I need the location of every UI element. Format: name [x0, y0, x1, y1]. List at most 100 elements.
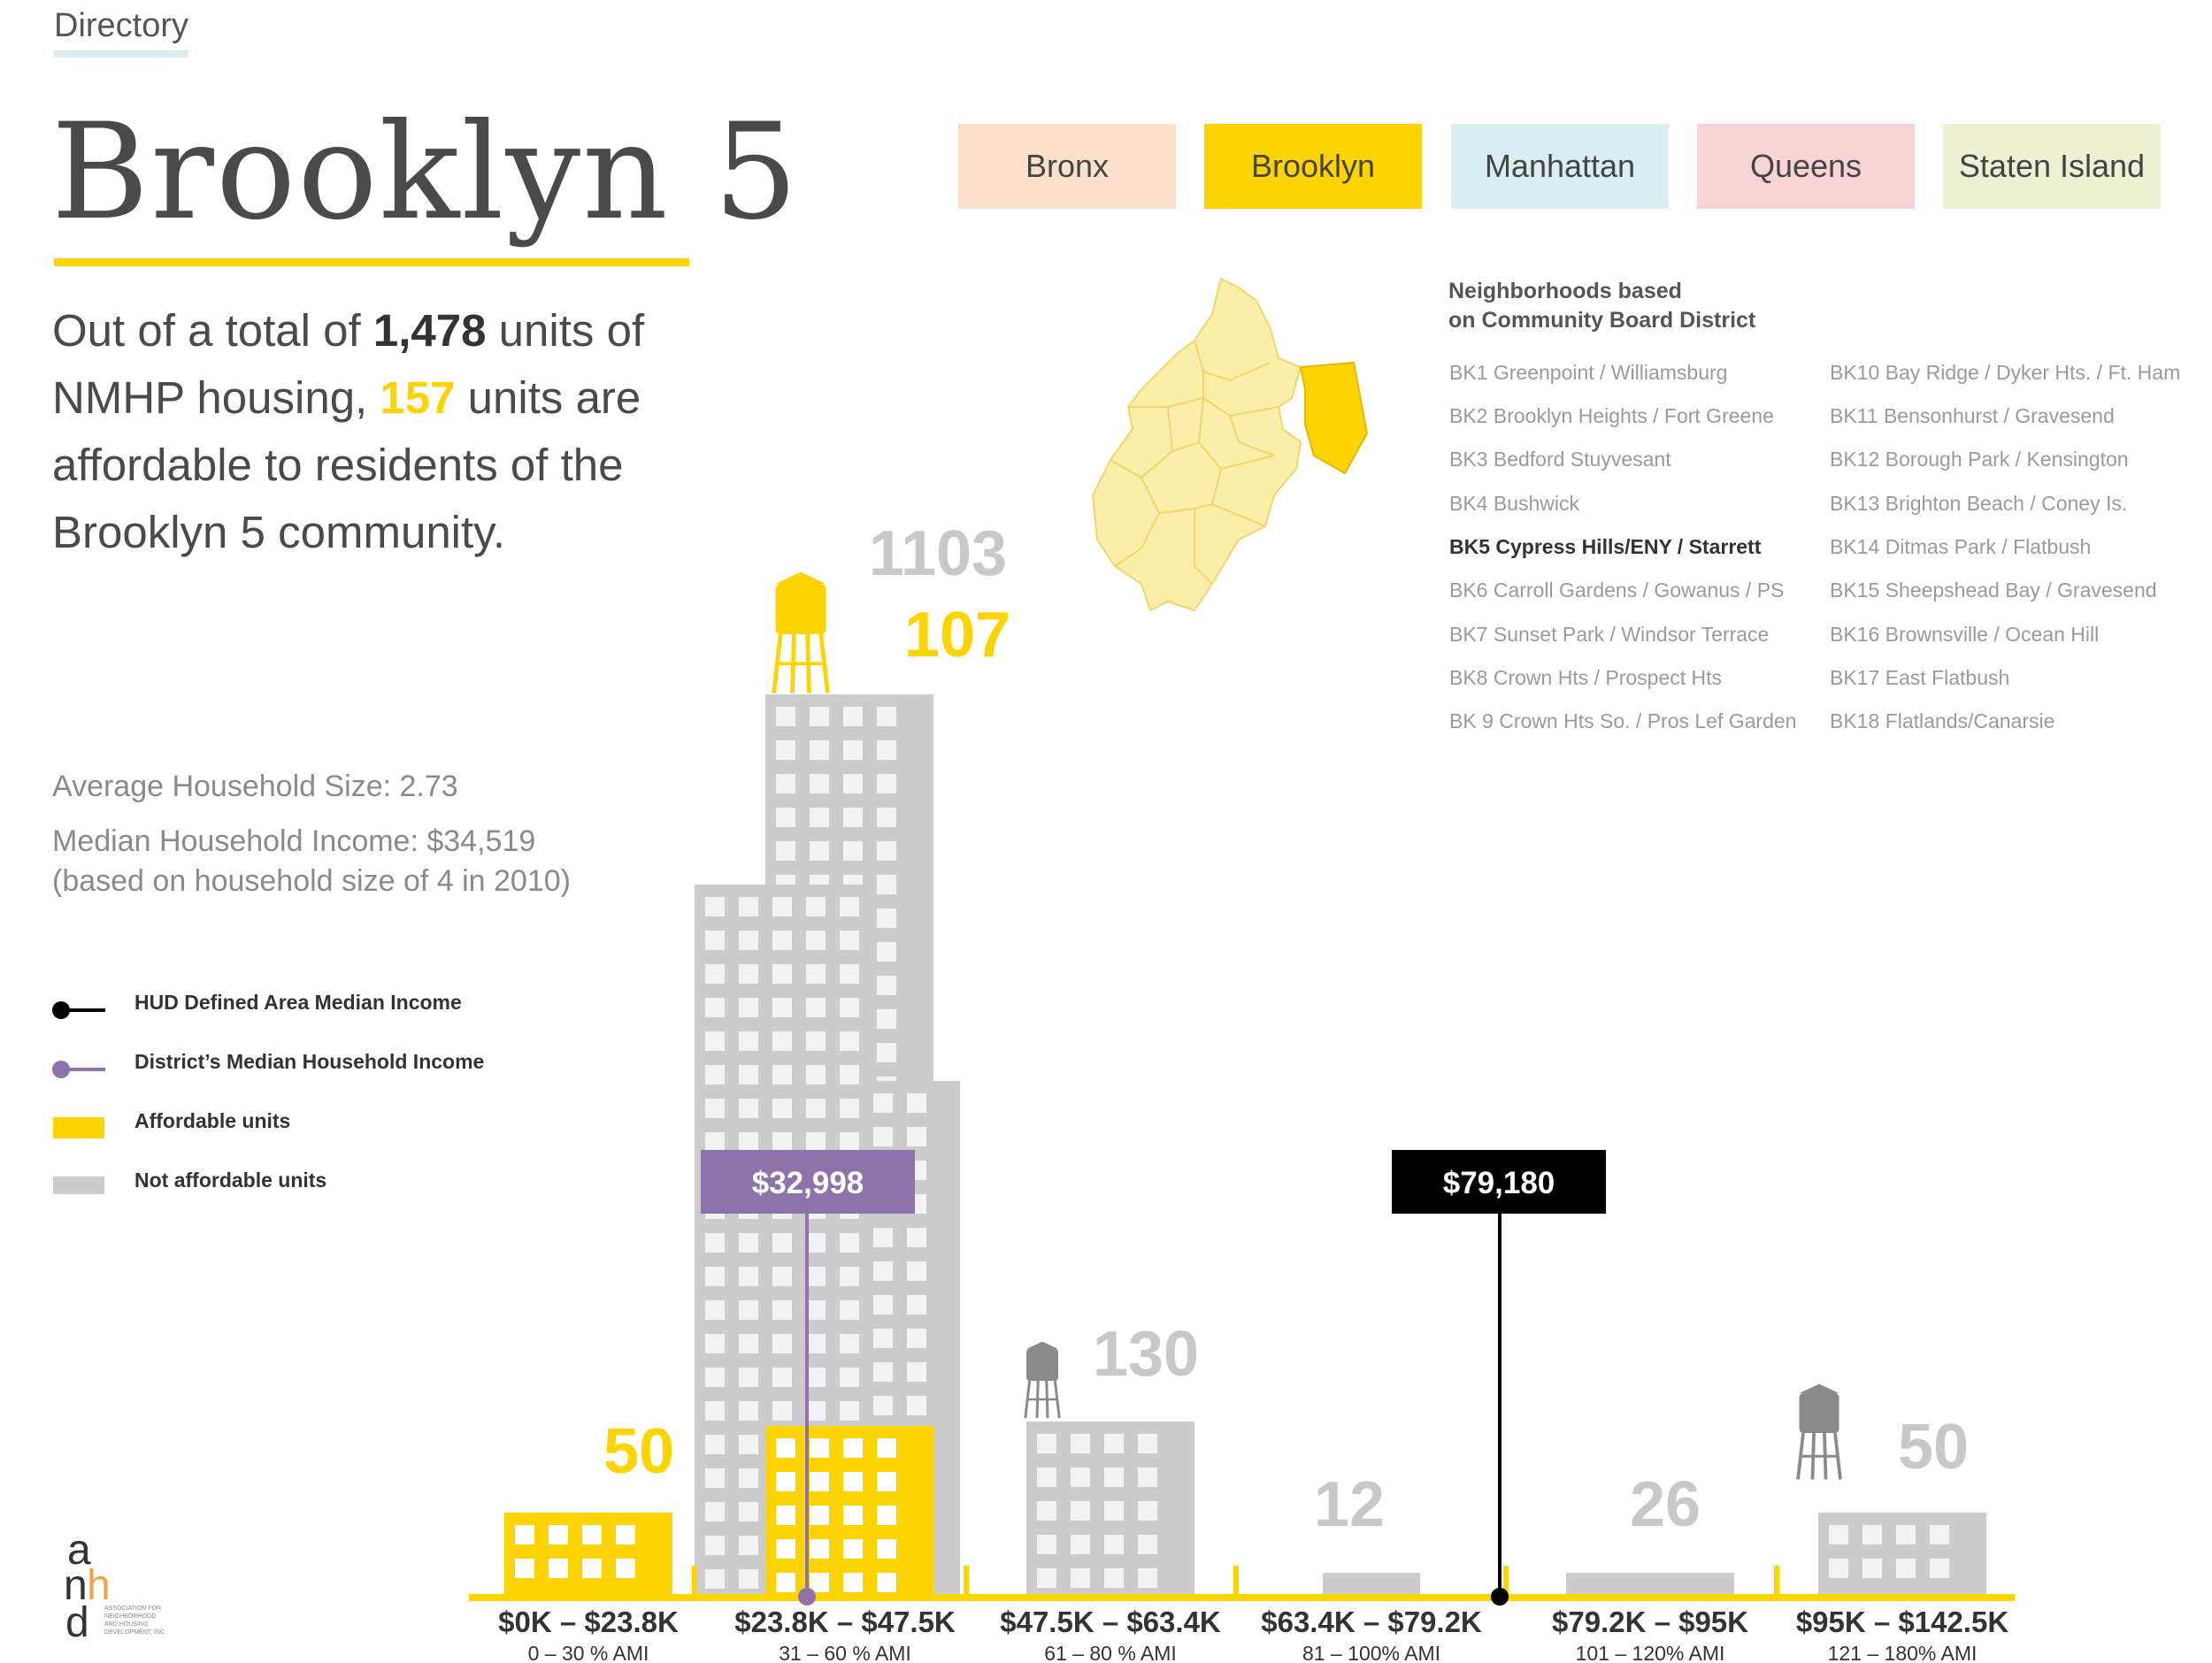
neighborhood-item[interactable]: BK17 East Flatbush: [1830, 666, 2010, 689]
window: [1930, 1525, 1949, 1544]
tower-not-affordable-5: [1796, 1383, 1842, 1480]
window: [840, 1267, 859, 1286]
window: [843, 1472, 863, 1491]
tab-brooklyn[interactable]: Brooklyn: [1204, 124, 1422, 209]
window: [776, 1472, 795, 1491]
window: [739, 1435, 758, 1454]
neighborhood-item[interactable]: BK8 Crown Hts / Prospect Hts: [1449, 666, 1723, 689]
window: [907, 1228, 926, 1247]
bar-not-affordable-4-body: [1566, 1573, 1734, 1597]
window: [705, 1334, 725, 1353]
neighborhood-item[interactable]: BK7 Sunset Park / Windsor Terrace: [1449, 623, 1770, 646]
neighborhood-item[interactable]: BK13 Brighton Beach / Coney Is.: [1830, 492, 2128, 515]
window: [843, 841, 863, 861]
window: [877, 774, 896, 793]
window: [739, 964, 758, 984]
window: [705, 1031, 725, 1051]
summary-prefix: Out of a total of: [52, 305, 373, 356]
leg: [1053, 1380, 1061, 1419]
window: [705, 1468, 725, 1488]
window: [1138, 1468, 1157, 1487]
neighborhood-item[interactable]: BK14 Ditmas Park / Flatbush: [1830, 535, 2092, 558]
window: [806, 1401, 826, 1421]
window: [772, 1233, 792, 1253]
window: [877, 942, 896, 962]
tab-manhattan[interactable]: Manhattan: [1451, 124, 1669, 209]
window: [810, 1573, 829, 1592]
window: [705, 1233, 725, 1253]
tank: [1799, 1393, 1839, 1433]
window: [1037, 1535, 1056, 1554]
window: [515, 1559, 534, 1578]
window: [739, 998, 758, 1017]
window: [1138, 1568, 1157, 1588]
window: [515, 1525, 534, 1544]
map-district-borders: [1110, 340, 1279, 585]
window: [772, 1300, 792, 1320]
neighborhood-item[interactable]: BK18 Flatlands/Canarsie: [1830, 709, 2055, 732]
window: [1138, 1501, 1157, 1521]
neighborhood-item[interactable]: BK 9 Crown Hts So. / Pros Lef Garden: [1449, 709, 1797, 732]
window: [877, 1472, 896, 1491]
window: [705, 964, 725, 984]
window: [907, 1295, 926, 1314]
logo-text-1: ASSOCIATION FOR: [104, 1606, 161, 1612]
tab-bronx[interactable]: Bronx: [958, 124, 1176, 209]
neighborhood-item[interactable]: BK12 Borough Park / Kensington: [1830, 448, 2129, 471]
neighborhood-item[interactable]: BK4 Bushwick: [1449, 492, 1580, 515]
window: [907, 1261, 926, 1281]
window: [1104, 1568, 1124, 1588]
title-underline: [54, 258, 689, 266]
marker-box: [1392, 1150, 1606, 1214]
neighborhood-item[interactable]: BK1 Greenpoint / Williamsburg: [1449, 361, 1728, 384]
window: [549, 1559, 568, 1578]
neighborhood-item[interactable]: BK2 Brooklyn Heights / Fort Greene: [1449, 404, 1774, 427]
window: [840, 1334, 859, 1353]
window: [739, 1031, 758, 1051]
tower-affordable-1: [772, 571, 830, 694]
data-label: 50: [1898, 1412, 1969, 1483]
window: [1071, 1434, 1090, 1453]
data-label: 26: [1630, 1469, 1701, 1540]
median-income-note: (based on household size of 4 in 2010): [52, 864, 571, 898]
neighborhood-item-selected[interactable]: BK5 Cypress Hills/ENY / Starrett: [1449, 535, 1762, 558]
neighborhood-item[interactable]: BK3 Bedford Stuyvesant: [1449, 448, 1671, 471]
data-label: 130: [1093, 1319, 1199, 1390]
logo-letter-d: d: [65, 1599, 89, 1645]
neighborhoods-heading-line2: on Community Board District: [1448, 308, 1756, 333]
x-tick-sublabel: 121 – 180% AMI: [1828, 1642, 1978, 1663]
window: [806, 1099, 826, 1118]
window: [776, 707, 795, 726]
neighborhood-item[interactable]: BK11 Bensonhurst / Gravesend: [1830, 404, 2115, 427]
legend-district-dot: [52, 1061, 70, 1078]
window: [877, 707, 896, 726]
marker-box: [701, 1150, 915, 1214]
summary-text: Out of a total of 1,478 units of NMHP ho…: [52, 297, 707, 566]
window: [705, 998, 725, 1017]
window: [772, 1031, 792, 1051]
window: [877, 875, 896, 894]
window: [1138, 1535, 1157, 1554]
window: [806, 1368, 826, 1387]
logo-letter-h: h: [87, 1562, 111, 1609]
tower-not-affordable-2: [1024, 1341, 1061, 1419]
legend-affordable-swatch: [53, 1117, 104, 1138]
window: [739, 1334, 758, 1353]
window: [1071, 1468, 1090, 1487]
window: [705, 1132, 725, 1152]
tab-staten-island[interactable]: Staten Island: [1943, 124, 2161, 209]
directory-link[interactable]: Directory: [54, 7, 189, 57]
window: [873, 1261, 893, 1281]
neighborhood-item[interactable]: BK15 Sheepshead Bay / Gravesend: [1830, 579, 2157, 602]
x-tick-label: $0K – $23.8K: [498, 1606, 679, 1638]
bar-not-affordable-3-body: [1323, 1573, 1420, 1597]
window: [877, 841, 896, 861]
tab-queens[interactable]: Queens: [1697, 124, 1915, 209]
window: [739, 1099, 758, 1118]
neighborhood-item[interactable]: BK10 Bay Ridge / Dyker Hts. / Ft. Ham: [1830, 361, 2181, 384]
tank: [1026, 1349, 1058, 1381]
window: [739, 1569, 758, 1589]
x-axis-separator: [1503, 1566, 1509, 1601]
neighborhood-item[interactable]: BK6 Carroll Gardens / Gowanus / PS: [1449, 579, 1785, 602]
neighborhood-item[interactable]: BK16 Brownsville / Ocean Hill: [1830, 623, 2100, 646]
